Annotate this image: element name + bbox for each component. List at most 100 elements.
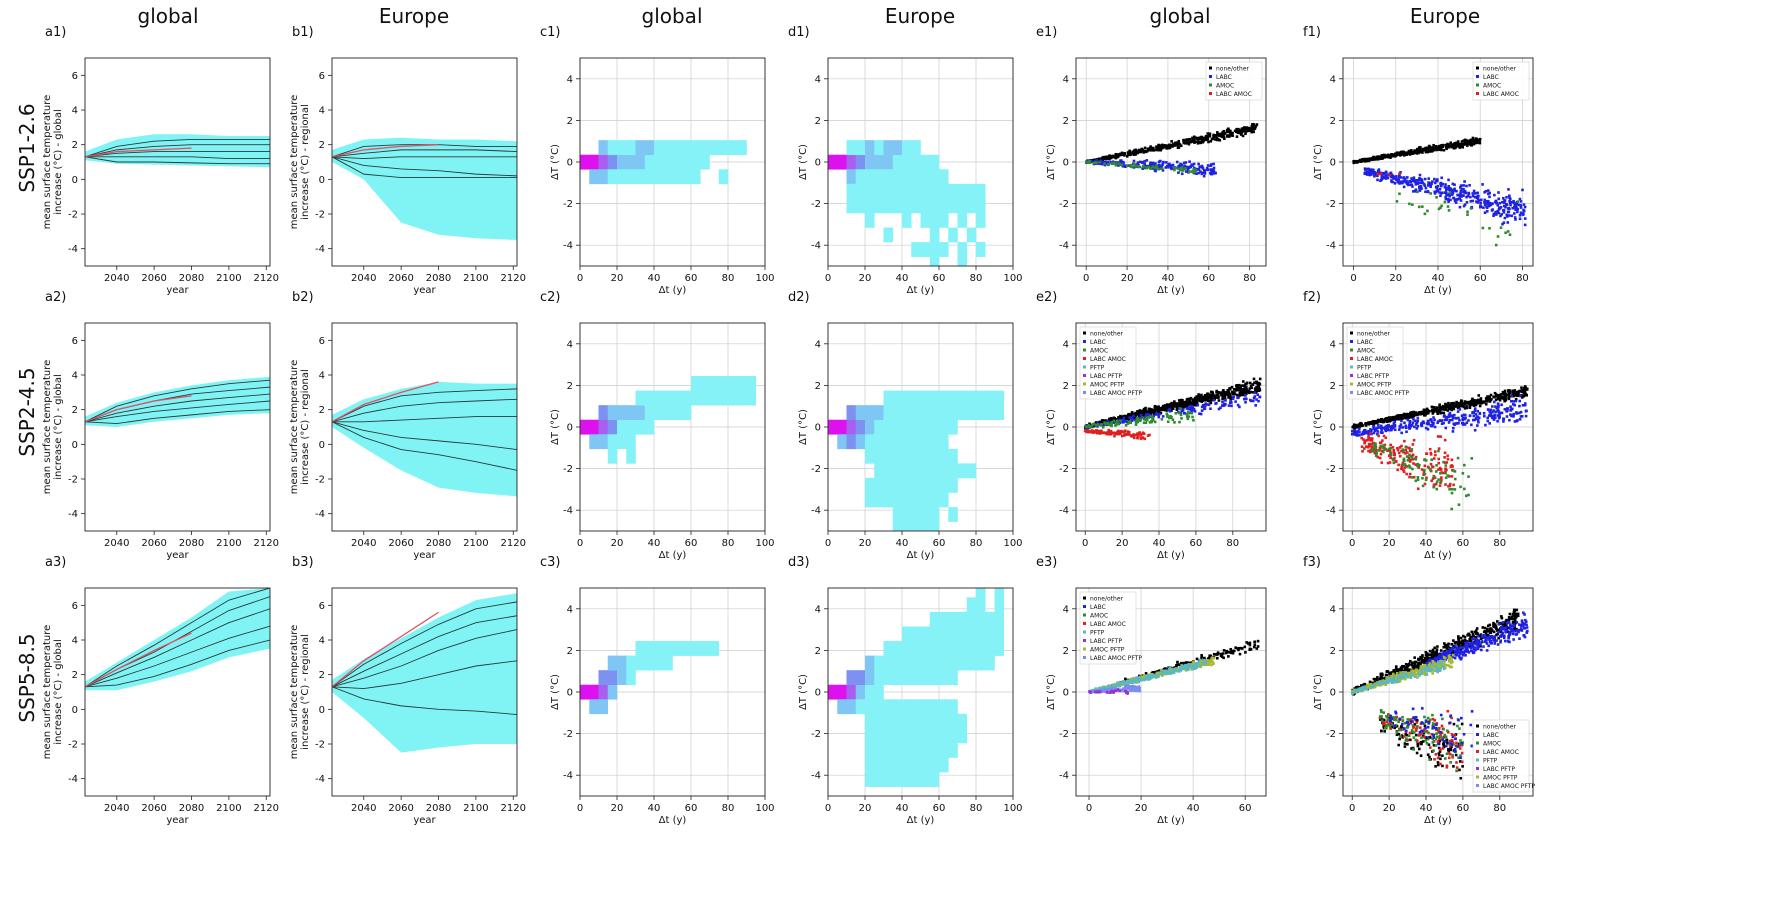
data-point: [1443, 407, 1447, 411]
legend-marker: [1350, 382, 1353, 386]
legend-box: [1079, 326, 1137, 400]
data-point: [1505, 410, 1508, 413]
heatmap-cell: [865, 757, 875, 773]
data-point: [1445, 461, 1449, 464]
data-point: [1103, 421, 1106, 424]
data-point: [1168, 404, 1171, 408]
data-point: [1157, 148, 1161, 152]
heatmap-cell: [607, 169, 618, 185]
data-point: [1440, 478, 1443, 482]
data-point: [1488, 201, 1492, 205]
data-point: [1358, 430, 1361, 434]
data-point: [1503, 199, 1506, 203]
panel-label: b2): [292, 290, 314, 305]
data-point: [1095, 431, 1099, 435]
heatmap-cell: [948, 198, 958, 214]
data-point: [1474, 403, 1478, 407]
ensemble-line-5: [85, 639, 270, 688]
data-point: [1138, 150, 1142, 153]
data-point: [1108, 155, 1112, 159]
data-point: [1383, 443, 1387, 447]
data-point: [1168, 144, 1172, 147]
heatmap-cell: [865, 154, 875, 170]
x-tick-label: 20: [611, 538, 624, 549]
data-point: [1186, 405, 1189, 409]
plot-area: [1085, 122, 1259, 178]
heatmap-cell: [985, 405, 995, 421]
data-point: [1360, 436, 1364, 440]
heatmap-cell: [883, 477, 894, 493]
data-point: [1208, 654, 1211, 658]
scatter-series-none-other: [1352, 136, 1482, 165]
panel-label: a2): [45, 290, 66, 305]
data-point: [1124, 423, 1128, 427]
data-point: [1392, 450, 1396, 454]
data-point: [1192, 171, 1195, 174]
x-tick-label: 40: [1153, 538, 1166, 549]
heatmap-cell: [635, 390, 646, 406]
heatmap-cell: [865, 405, 875, 421]
ensemble-line-4: [85, 400, 270, 423]
data-point: [1518, 404, 1521, 408]
highlight-line: [85, 395, 192, 423]
heatmap-cell: [626, 419, 636, 435]
y-axis-label: increase (°C) - regional: [300, 634, 311, 750]
x-tick-label: 80: [1516, 273, 1529, 284]
heatmap-cell: [902, 183, 912, 199]
data-point: [1161, 404, 1165, 408]
data-point: [1499, 396, 1503, 399]
data-point: [1132, 166, 1136, 169]
data-point: [1429, 192, 1432, 195]
data-point: [1235, 393, 1239, 397]
heatmap-cell: [939, 198, 949, 214]
data-point: [1202, 174, 1206, 178]
data-point: [1187, 407, 1191, 411]
heatmap-cell: [902, 670, 912, 686]
data-point: [1230, 396, 1233, 399]
data-point: [1128, 149, 1131, 153]
heatmap-cell: [644, 140, 655, 156]
data-point: [1197, 168, 1200, 171]
heatmap-cell: [865, 183, 875, 199]
heatmap-cell: [976, 198, 986, 214]
heatmap-cell: [589, 169, 599, 185]
data-point: [1197, 393, 1200, 396]
data-point: [1239, 131, 1243, 135]
heatmap-cell: [892, 140, 903, 156]
data-point: [1222, 135, 1225, 139]
data-point: [1121, 430, 1125, 434]
data-point: [1141, 431, 1145, 435]
data-point: [1402, 412, 1406, 416]
heatmap-cell: [948, 405, 958, 421]
heatmap-cell: [892, 521, 903, 531]
heatmap-cell: [985, 390, 995, 406]
heatmap-cell: [948, 463, 958, 479]
data-point: [1438, 191, 1441, 194]
data-point: [1151, 162, 1154, 165]
data-point: [1399, 151, 1403, 154]
data-point: [1198, 395, 1202, 398]
data-point: [1482, 411, 1486, 415]
data-point: [1416, 487, 1420, 491]
heatmap-cell: [892, 699, 903, 715]
data-point: [1419, 184, 1423, 188]
data-point: [1520, 414, 1524, 418]
ensemble-line-3: [85, 393, 270, 423]
heatmap-cell: [883, 670, 894, 686]
data-point: [1417, 412, 1421, 415]
heatmap-cell: [846, 684, 857, 700]
data-point: [1441, 408, 1444, 411]
row-label-2: SSP2-4.5: [15, 367, 39, 456]
heatmap-cell: [607, 684, 618, 700]
data-point: [1109, 161, 1112, 164]
heatmap-cell: [957, 256, 968, 266]
data-point: [1492, 212, 1496, 216]
data-point: [1427, 410, 1431, 413]
data-point: [1231, 397, 1235, 401]
x-tick-label: 2060: [388, 538, 413, 549]
data-point: [1180, 405, 1183, 409]
data-point: [1517, 203, 1521, 207]
heatmap-cell: [663, 655, 673, 671]
data-point: [1181, 168, 1185, 172]
data-point: [1420, 178, 1424, 181]
